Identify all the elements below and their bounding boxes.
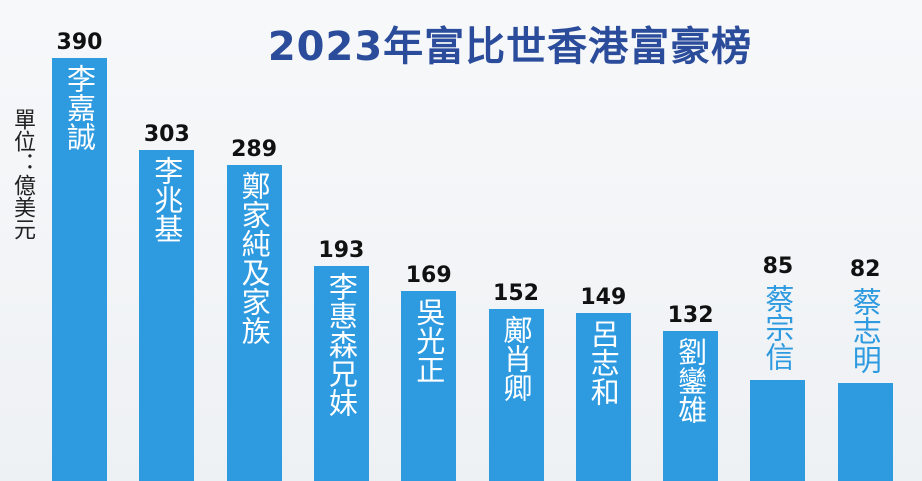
value-label: 82	[849, 257, 881, 283]
value-label: 152	[493, 281, 539, 307]
bar	[313, 266, 369, 481]
bar-name: 李惠森兄妹	[324, 272, 359, 418]
bar-name: 蔡宗信	[760, 284, 795, 372]
bar-name: 鄭家純及家族	[237, 170, 272, 345]
bar-name: 吳光正	[411, 297, 446, 385]
chart-title: 2023年富比世香港富豪榜	[267, 24, 753, 70]
value-label: 193	[318, 238, 365, 264]
value-label: 169	[405, 263, 452, 289]
value-label: 303	[143, 121, 190, 147]
bar	[139, 149, 195, 481]
bar	[401, 291, 457, 481]
value-label: 149	[580, 284, 627, 310]
bar	[488, 309, 544, 481]
bar-name: 蔡志明	[848, 287, 883, 375]
bar	[575, 312, 631, 481]
bar-name: 李嘉誠	[62, 64, 97, 151]
bar-name: 李兆基	[149, 155, 184, 243]
bar	[750, 380, 806, 481]
value-label: 390	[56, 30, 103, 55]
bar	[226, 164, 282, 481]
bar-name: 鄺肖卿	[499, 315, 533, 403]
value-label: 289	[231, 136, 278, 162]
value-label: 85	[762, 254, 794, 280]
bar	[663, 330, 719, 481]
bar-name: 呂志和	[586, 318, 621, 406]
value-label: 132	[667, 302, 714, 328]
bar	[52, 58, 107, 481]
bar-name: 劉鑾雄	[673, 336, 708, 424]
bar	[837, 383, 893, 481]
unit-label: 單位：億美元	[10, 108, 35, 240]
